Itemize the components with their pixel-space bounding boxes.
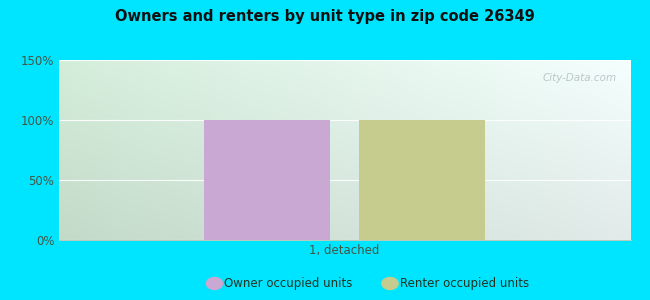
Text: City-Data.com: City-Data.com [542, 73, 616, 82]
Bar [359, 120, 485, 240]
Text: Owners and renters by unit type in zip code 26349: Owners and renters by unit type in zip c… [115, 9, 535, 24]
Text: Owner occupied units: Owner occupied units [224, 277, 352, 290]
Text: Renter occupied units: Renter occupied units [400, 277, 529, 290]
Bar [204, 120, 330, 240]
